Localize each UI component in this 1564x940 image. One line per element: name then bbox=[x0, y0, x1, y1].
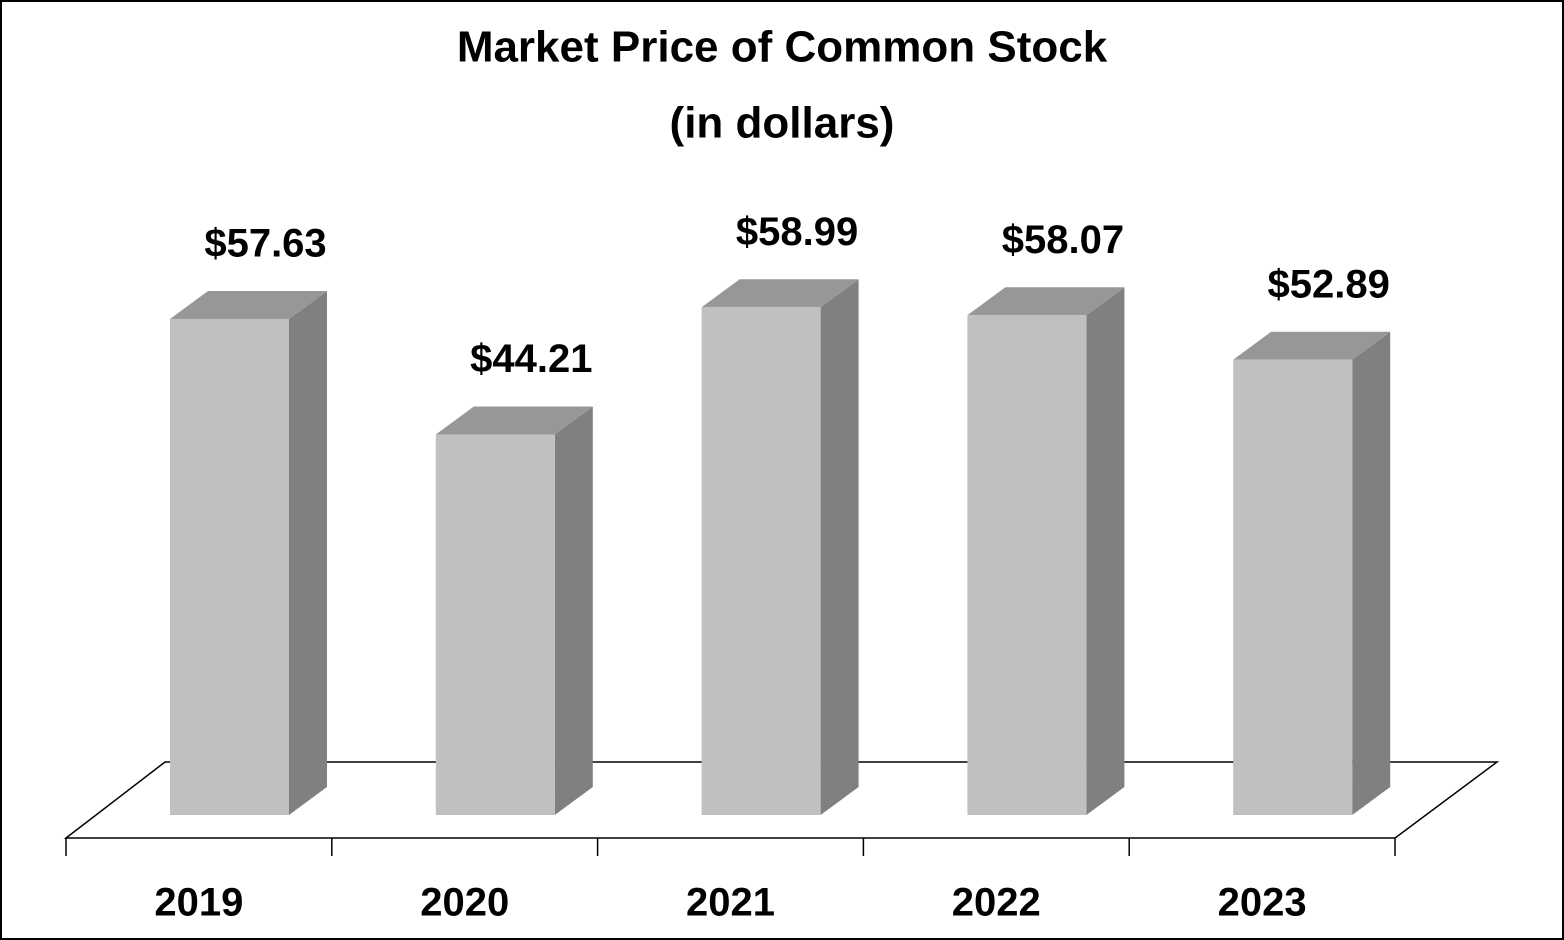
bar bbox=[170, 318, 289, 815]
bar-top bbox=[1233, 331, 1391, 360]
x-tick-label: 2019 bbox=[154, 881, 243, 925]
bar-side bbox=[820, 279, 859, 815]
value-label: $58.07 bbox=[1002, 218, 1124, 262]
bar-top bbox=[170, 290, 327, 319]
bar-top bbox=[967, 287, 1125, 316]
bar bbox=[435, 434, 555, 815]
bar-side bbox=[1352, 331, 1391, 815]
chart-title: Market Price of Common Stock bbox=[457, 23, 1108, 72]
bar bbox=[967, 315, 1087, 815]
value-label: $57.63 bbox=[204, 222, 326, 266]
bar-side bbox=[289, 290, 327, 815]
value-label: $58.99 bbox=[736, 210, 858, 254]
x-tick-label: 2020 bbox=[420, 881, 509, 925]
x-tick-label: 2022 bbox=[952, 881, 1041, 925]
bar bbox=[1233, 359, 1353, 815]
x-tick-label: 2021 bbox=[686, 881, 775, 925]
bar-side bbox=[554, 406, 593, 815]
bar bbox=[701, 307, 821, 815]
bar-top bbox=[701, 279, 859, 308]
chart-subtitle: (in dollars) bbox=[670, 99, 895, 148]
x-tick-label: 2023 bbox=[1218, 881, 1307, 925]
bar-side bbox=[1086, 287, 1125, 815]
bar-top bbox=[435, 406, 593, 435]
value-label: $52.89 bbox=[1268, 262, 1390, 306]
value-label: $44.21 bbox=[470, 337, 592, 381]
